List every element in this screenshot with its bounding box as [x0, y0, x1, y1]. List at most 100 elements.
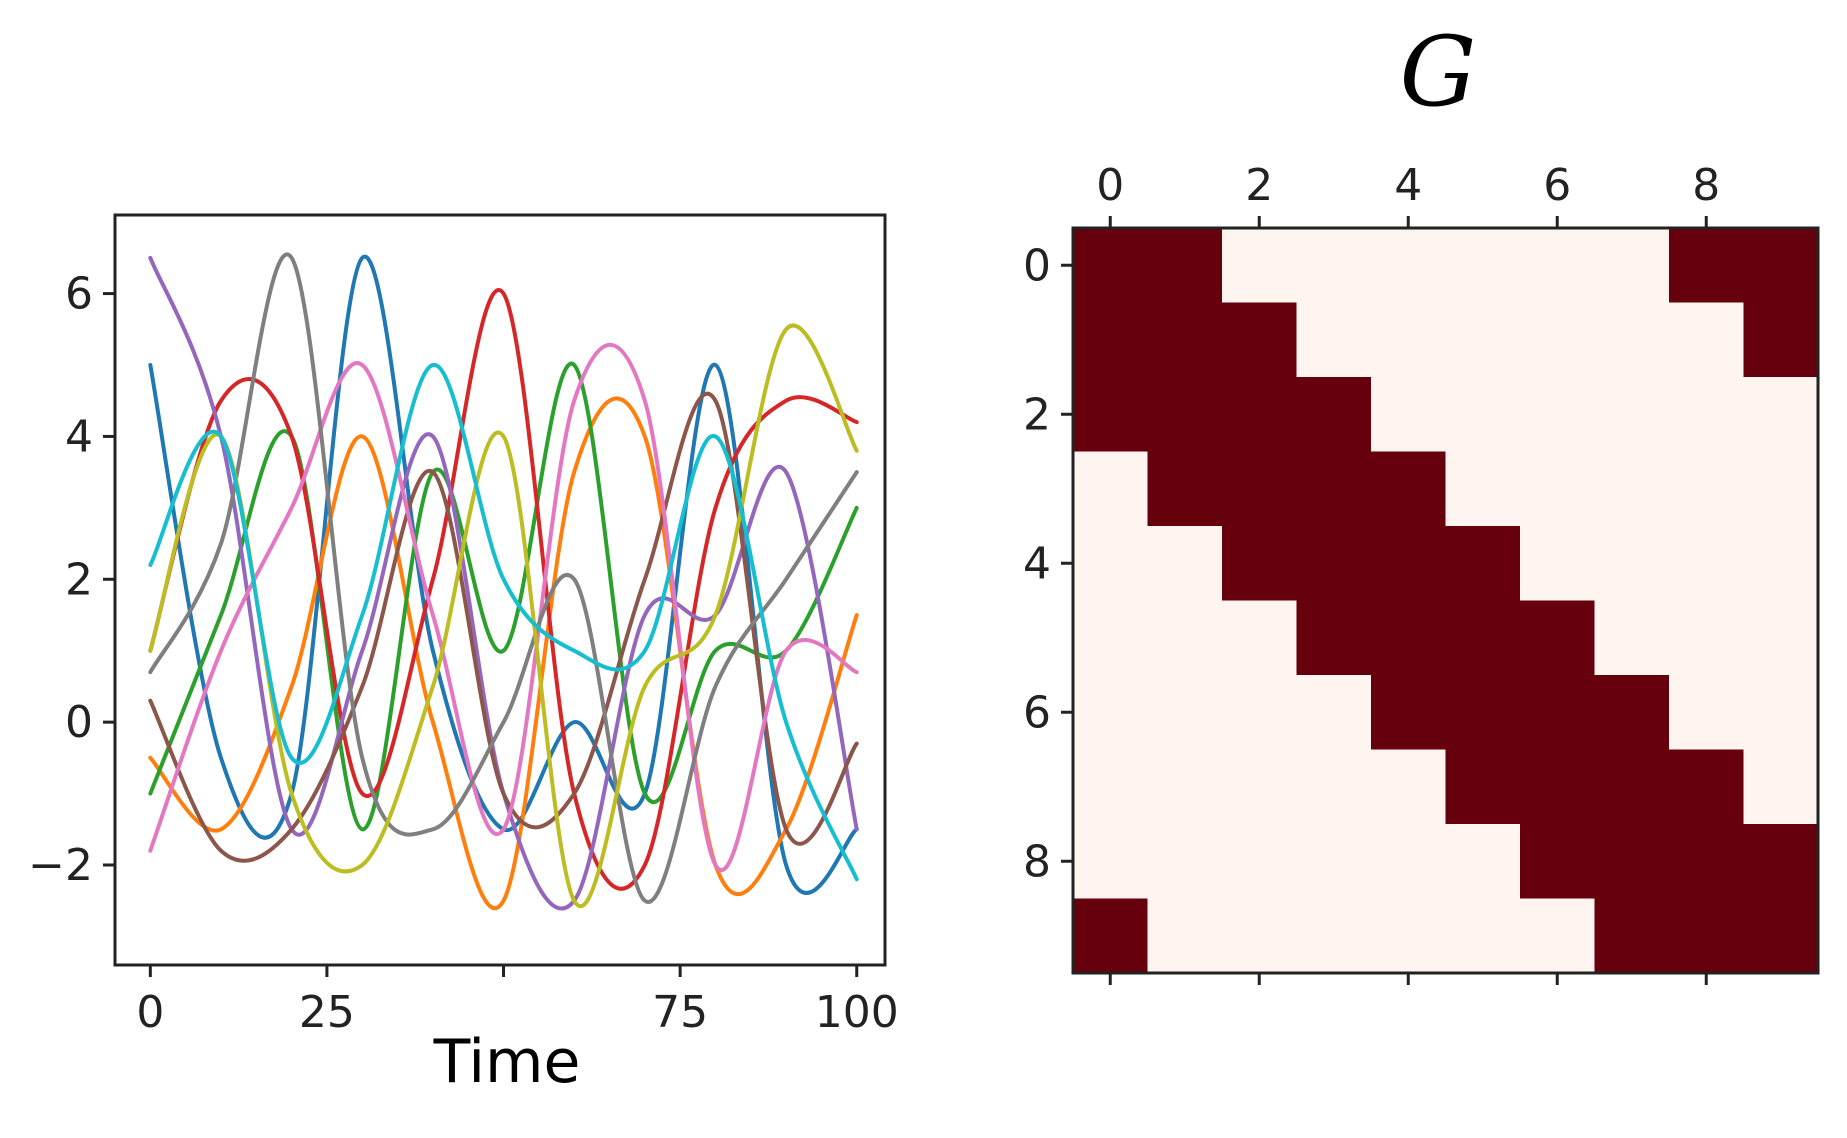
heatmap-y-tick-label-3: 6 — [1023, 687, 1051, 738]
heatmap-cell-6-4 — [1371, 675, 1447, 751]
heatmap-cell-5-2 — [1222, 600, 1298, 676]
heatmap-cell-3-7 — [1594, 451, 1670, 527]
heatmap-cell-5-1 — [1147, 600, 1223, 676]
heatmap-cell-3-1 — [1147, 451, 1223, 527]
heatmap-cell-1-8 — [1669, 302, 1745, 378]
heatmap-cell-2-9 — [1743, 377, 1819, 453]
heatmap-cell-0-2 — [1222, 228, 1298, 304]
line-series-5 — [148, 391, 859, 863]
heatmap-cell-9-8 — [1669, 898, 1745, 974]
heatmap-cell-7-3 — [1296, 749, 1372, 825]
line-x-tick-label-1: 25 — [299, 987, 355, 1038]
heatmap-x-tick-label-4: 8 — [1692, 160, 1720, 211]
heatmap-cell-7-4 — [1371, 749, 1447, 825]
heatmap-cell-1-4 — [1371, 302, 1447, 378]
heatmap-cell-2-2 — [1222, 377, 1298, 453]
heatmap-cell-2-1 — [1147, 377, 1223, 453]
heatmap-cell-3-4 — [1371, 451, 1447, 527]
heatmap-cell-4-6 — [1520, 526, 1596, 602]
heatmap-cell-2-6 — [1520, 377, 1596, 453]
heatmap-cell-7-6 — [1520, 749, 1596, 825]
heatmap-cell-7-0 — [1073, 749, 1149, 825]
heatmap-cell-3-0 — [1073, 451, 1149, 527]
line-series-7 — [148, 252, 859, 904]
heatmap-cell-9-2 — [1222, 898, 1298, 974]
heatmap-cell-4-8 — [1669, 526, 1745, 602]
heatmap-cell-9-5 — [1445, 898, 1521, 974]
heatmap-cell-9-4 — [1371, 898, 1447, 974]
heatmap-frame — [1071, 226, 1820, 975]
heatmap-cell-2-5 — [1445, 377, 1521, 453]
heatmap-cell-0-6 — [1520, 228, 1596, 304]
heatmap-cell-9-1 — [1147, 898, 1223, 974]
heatmap-cell-8-1 — [1147, 824, 1223, 900]
line-x-tick-label-3: 75 — [652, 987, 708, 1038]
heatmap-cell-3-6 — [1520, 451, 1596, 527]
heatmap-cell-6-3 — [1296, 675, 1372, 751]
line-series-group — [148, 252, 859, 911]
heatmap-cell-6-6 — [1520, 675, 1596, 751]
line-x-tick-label-4: 100 — [815, 987, 899, 1038]
heatmap-chart: G 0 2 4 6 8 0 2 4 6 8 — [1023, 16, 1820, 985]
heatmap-cell-7-1 — [1147, 749, 1223, 825]
heatmap-cell-4-0 — [1073, 526, 1149, 602]
heatmap-x-tick-label-1: 2 — [1245, 160, 1273, 211]
heatmap-y-tick-label-0: 0 — [1023, 240, 1051, 291]
heatmap-cell-1-2 — [1222, 302, 1298, 378]
heatmap-x-tick-label-3: 6 — [1543, 160, 1571, 211]
heatmap-cell-4-2 — [1222, 526, 1298, 602]
heatmap-cell-4-5 — [1445, 526, 1521, 602]
heatmap-cell-9-7 — [1594, 898, 1670, 974]
heatmap-cell-4-9 — [1743, 526, 1819, 602]
heatmap-cell-5-9 — [1743, 600, 1819, 676]
heatmap-cell-3-9 — [1743, 451, 1819, 527]
heatmap-cell-0-9 — [1743, 228, 1819, 304]
heatmap-cell-6-7 — [1594, 675, 1670, 751]
line-series-1 — [148, 396, 859, 911]
heatmap-cell-8-3 — [1296, 824, 1372, 900]
line-chart: 0 25 75 100 6 4 2 0 −2 Time — [28, 213, 899, 1097]
line-y-tick-label-1: 4 — [65, 411, 93, 462]
heatmap-cell-8-6 — [1520, 824, 1596, 900]
heatmap-cell-2-7 — [1594, 377, 1670, 453]
heatmap-cell-8-5 — [1445, 824, 1521, 900]
line-y-tick-label-2: 2 — [65, 554, 93, 605]
line-y-tick-label-4: −2 — [28, 840, 93, 891]
heatmap-cell-8-4 — [1371, 824, 1447, 900]
heatmap-cell-7-7 — [1594, 749, 1670, 825]
heatmap-cell-9-9 — [1743, 898, 1819, 974]
heatmap-cell-5-3 — [1296, 600, 1372, 676]
heatmap-cell-8-7 — [1594, 824, 1670, 900]
heatmap-cell-8-8 — [1669, 824, 1745, 900]
heatmap-cell-6-0 — [1073, 675, 1149, 751]
heatmap-cell-0-5 — [1445, 228, 1521, 304]
line-x-axis-title: Time — [433, 1027, 581, 1097]
heatmap-y-tick-label-2: 4 — [1023, 538, 1051, 589]
heatmap-cell-5-5 — [1445, 600, 1521, 676]
heatmap-cell-4-1 — [1147, 526, 1223, 602]
heatmap-cell-4-7 — [1594, 526, 1670, 602]
line-series-9 — [148, 363, 859, 882]
line-series-3 — [148, 288, 859, 891]
heatmap-cell-0-3 — [1296, 228, 1372, 304]
heatmap-cell-0-4 — [1371, 228, 1447, 304]
heatmap-cell-2-8 — [1669, 377, 1745, 453]
line-tick-group: 0 25 75 100 6 4 2 0 −2 — [28, 269, 899, 1038]
heatmap-cell-1-6 — [1520, 302, 1596, 378]
heatmap-tick-group: 0 2 4 6 8 0 2 4 6 8 — [1023, 160, 1720, 985]
heatmap-cell-5-4 — [1371, 600, 1447, 676]
heatmap-cell-3-2 — [1222, 451, 1298, 527]
line-y-tick-label-3: 0 — [65, 697, 93, 748]
heatmap-cell-5-7 — [1594, 600, 1670, 676]
heatmap-cell-6-1 — [1147, 675, 1223, 751]
heatmap-cell-3-5 — [1445, 451, 1521, 527]
line-y-tick-label-0: 6 — [65, 269, 93, 320]
heatmap-cell-2-4 — [1371, 377, 1447, 453]
heatmap-cell-9-3 — [1296, 898, 1372, 974]
heatmap-cell-4-3 — [1296, 526, 1372, 602]
heatmap-cell-1-5 — [1445, 302, 1521, 378]
heatmap-cell-6-5 — [1445, 675, 1521, 751]
heatmap-cell-7-8 — [1669, 749, 1745, 825]
heatmap-cell-8-9 — [1743, 824, 1819, 900]
